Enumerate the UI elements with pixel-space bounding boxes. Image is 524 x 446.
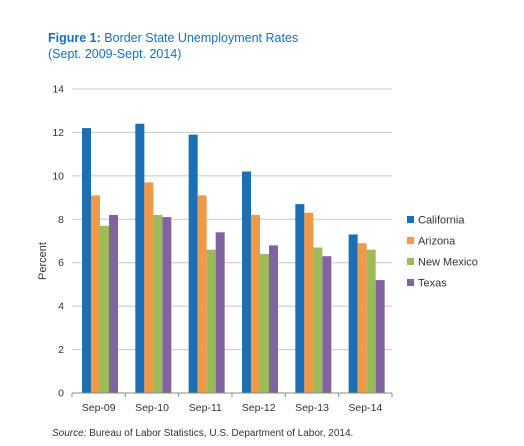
bar-arizona — [251, 214, 260, 393]
bar-texas — [269, 245, 278, 393]
source-text: Bureau of Labor Statistics, U.S. Departm… — [89, 428, 354, 439]
bar-arizona — [91, 195, 100, 393]
bar-arizona — [197, 195, 207, 393]
axes: 0 2 4 6 8 10 12 14 Percent Sep-09 Sep-10 Sep-11 Sep-… — [37, 84, 393, 414]
legend-swatch — [407, 216, 414, 223]
bar-arizona — [304, 212, 314, 393]
bar-texas — [162, 217, 172, 393]
x-tick-label: Sep-12 — [242, 402, 276, 414]
bar-texas — [109, 214, 118, 393]
y-tick-label: 14 — [52, 84, 64, 96]
bars — [82, 123, 385, 394]
legend-label: New Mexico — [418, 257, 478, 269]
x-tick-label: Sep-14 — [348, 402, 382, 414]
bar-texas — [375, 280, 385, 393]
bar-new-mexico — [100, 225, 109, 393]
bar-california — [135, 123, 145, 393]
bar-arizona — [357, 243, 367, 393]
bar-california — [242, 171, 251, 393]
chart-title: Figure 1: Border State Unemployment Rate… — [48, 30, 298, 46]
legend-swatch — [407, 237, 414, 244]
gridlines — [72, 88, 392, 351]
figure-title: Border State Unemployment Rates — [104, 31, 299, 45]
y-tick-label: 4 — [58, 301, 64, 313]
bar-california — [295, 204, 305, 393]
legend-swatch — [407, 258, 414, 265]
x-tick-label: Sep-09 — [82, 402, 116, 414]
y-tick-label: 2 — [58, 344, 64, 356]
bar-new-mexico — [206, 249, 216, 393]
y-tick-label: 6 — [58, 257, 64, 269]
bar-texas — [215, 232, 225, 393]
legend-swatch — [407, 279, 414, 286]
bar-arizona — [144, 182, 154, 393]
legend-label: Texas — [418, 278, 447, 290]
bar-new-mexico — [313, 247, 323, 393]
legend-label: Arizona — [418, 236, 456, 248]
source-note: Source: Bureau of Labor Statistics, U.S.… — [52, 428, 353, 439]
x-tick-label: Sep-11 — [189, 402, 222, 414]
x-tick-label: Sep-13 — [295, 402, 329, 414]
bar-california — [82, 128, 91, 394]
bar-texas — [322, 256, 332, 393]
legend: California Arizona New Mexico Texas — [407, 215, 478, 290]
bar-california — [348, 234, 358, 393]
bar-new-mexico — [260, 254, 269, 393]
bar-new-mexico — [153, 214, 163, 393]
y-axis-label: Percent — [37, 242, 49, 280]
legend-label: California — [418, 215, 465, 227]
bar-california — [188, 134, 198, 393]
source-label: Source: — [52, 428, 87, 439]
chart-subtitle: (Sept. 2009-Sept. 2014) — [48, 47, 182, 61]
y-tick-label: 12 — [52, 127, 64, 139]
x-tick-label: Sep-10 — [135, 402, 169, 414]
y-tick-label: 10 — [52, 170, 64, 182]
y-tick-label: 0 — [58, 388, 64, 400]
bar-new-mexico — [366, 249, 376, 393]
y-tick-label: 8 — [58, 214, 64, 226]
figure-label: Figure 1: — [48, 31, 101, 45]
